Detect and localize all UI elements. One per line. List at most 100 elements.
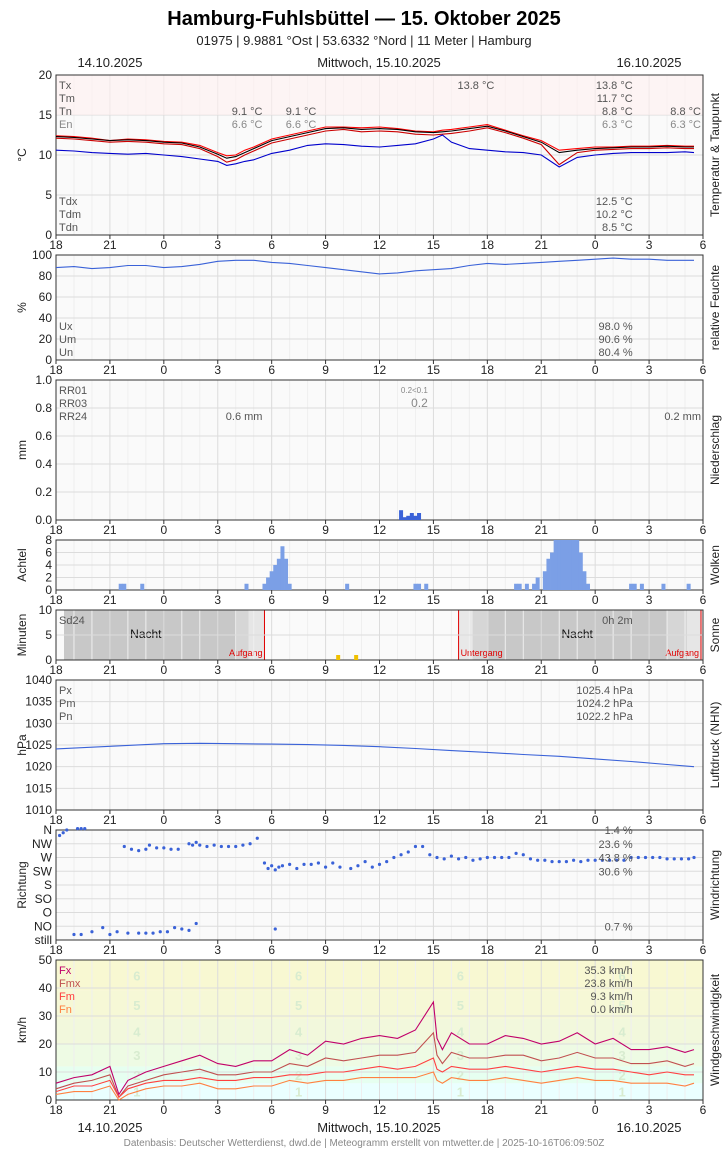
y-axis-label: Achtel xyxy=(15,548,29,581)
x-tick-label: 9 xyxy=(322,523,329,537)
x-tick-label: 0 xyxy=(592,593,599,607)
direction-point xyxy=(165,930,170,934)
stat-label: RR01 xyxy=(59,385,87,397)
direction-point xyxy=(212,843,216,847)
x-tick-label: 6 xyxy=(700,943,707,957)
stat-value: 12.5 °C xyxy=(596,196,633,208)
y-axis-label: km/h xyxy=(15,1017,29,1043)
x-tick-label: 0 xyxy=(592,363,599,377)
y-axis-label: hPa xyxy=(15,734,29,756)
y-tick-label: 0.4 xyxy=(35,457,52,471)
data-bar xyxy=(542,571,547,590)
direction-point xyxy=(277,865,281,869)
stat-value: 8.5 °C xyxy=(602,222,633,234)
stat-value: 1025.4 hPa xyxy=(576,685,633,697)
x-tick-label: 21 xyxy=(103,523,117,537)
direction-point xyxy=(338,865,342,869)
x-tick-label: 18 xyxy=(481,523,495,537)
direction-point xyxy=(90,930,94,934)
x-tick-label: 3 xyxy=(646,523,653,537)
date-center-bottom: Mittwoch, 15.10.2025 xyxy=(317,1120,441,1135)
sunrise-label: Aufgang xyxy=(229,648,263,658)
data-bar xyxy=(560,540,565,590)
direction-point xyxy=(144,931,148,935)
direction-point xyxy=(273,927,277,931)
beaufort-label: 5 xyxy=(457,998,464,1013)
direction-point xyxy=(295,866,299,871)
y-tick-label: 10 xyxy=(39,1065,53,1079)
direction-point xyxy=(615,858,619,862)
direction-point xyxy=(57,833,62,838)
stat-value: 80.4 % xyxy=(598,347,632,359)
x-tick-label: 6 xyxy=(700,363,707,377)
x-tick-label: 3 xyxy=(646,1103,653,1117)
x-tick-label: 3 xyxy=(214,523,221,537)
stat-label: Fmx xyxy=(59,978,81,990)
y-tick-label: 5 xyxy=(45,188,52,202)
x-tick-label: 18 xyxy=(49,238,63,252)
side-label: Sonne xyxy=(708,617,722,652)
x-tick-label: 21 xyxy=(535,943,549,957)
data-bar xyxy=(629,583,634,590)
x-tick-label: 18 xyxy=(49,363,63,377)
side-label: Niederschlag xyxy=(708,415,722,485)
direction-point xyxy=(331,861,335,865)
x-tick-label: 15 xyxy=(427,943,441,957)
beaufort-label: 2 xyxy=(133,1068,140,1083)
x-tick-label: 6 xyxy=(700,593,707,607)
x-tick-label: 0 xyxy=(592,238,599,252)
direction-point xyxy=(507,855,511,860)
direction-point xyxy=(115,930,119,934)
direction-point xyxy=(198,843,202,847)
x-tick-label: 18 xyxy=(49,663,63,677)
y-tick-label: 1015 xyxy=(25,781,52,795)
data-bar xyxy=(557,540,562,590)
y-tick-label: 20 xyxy=(39,332,53,346)
data-bar xyxy=(280,546,285,590)
y-tick-label: 0 xyxy=(45,353,52,367)
y-tick-label: 1020 xyxy=(25,760,52,774)
side-label: Luftdruck (NHN) xyxy=(708,702,722,789)
direction-point xyxy=(579,860,583,864)
direction-point xyxy=(219,844,223,849)
y-tick-label: 60 xyxy=(39,290,53,304)
x-tick-label: 6 xyxy=(268,523,275,537)
data-bar xyxy=(287,583,292,590)
beaufort-label: 1 xyxy=(619,1085,626,1100)
y-tick-label: 15 xyxy=(39,108,53,122)
panel-precipitation: 0.0 0.2 0.4 0.6 0.8 1.0 18 21 0 3 6 9 12 15 18 21 0 3 6 mm N… xyxy=(15,373,722,537)
direction-point xyxy=(173,926,177,930)
data-bar xyxy=(550,552,555,590)
stat-value: 98.0 % xyxy=(598,321,632,333)
data-bar xyxy=(424,583,429,590)
data-bar xyxy=(582,571,587,590)
x-tick-label: 21 xyxy=(103,238,117,252)
data-bar xyxy=(546,558,551,590)
data-bar xyxy=(284,558,289,590)
y-tick-label: 8 xyxy=(45,533,52,547)
direction-point xyxy=(672,857,676,861)
y-tick-label: N xyxy=(43,823,52,837)
direction-point xyxy=(349,866,353,871)
stat-label: Fm xyxy=(59,991,75,1003)
stat-value: 0.2 xyxy=(411,396,428,410)
stat-value: 0.7 % xyxy=(605,921,633,933)
stat-label: Ux xyxy=(59,321,73,333)
side-label: Windgeschwindigkeit xyxy=(708,973,722,1086)
direction-point xyxy=(399,853,403,857)
x-tick-label: 21 xyxy=(535,523,549,537)
y-axis-label: mm xyxy=(15,440,29,460)
y-tick-label: 4 xyxy=(45,558,52,572)
x-tick-label: 9 xyxy=(322,813,329,827)
direction-point xyxy=(370,865,374,869)
data-bar xyxy=(413,583,418,590)
x-tick-label: 18 xyxy=(481,593,495,607)
x-tick-label: 9 xyxy=(322,663,329,677)
data-bar xyxy=(402,517,407,520)
direction-point xyxy=(593,858,597,862)
direction-point xyxy=(144,847,148,851)
direction-point xyxy=(83,827,87,831)
data-bar xyxy=(524,583,529,590)
